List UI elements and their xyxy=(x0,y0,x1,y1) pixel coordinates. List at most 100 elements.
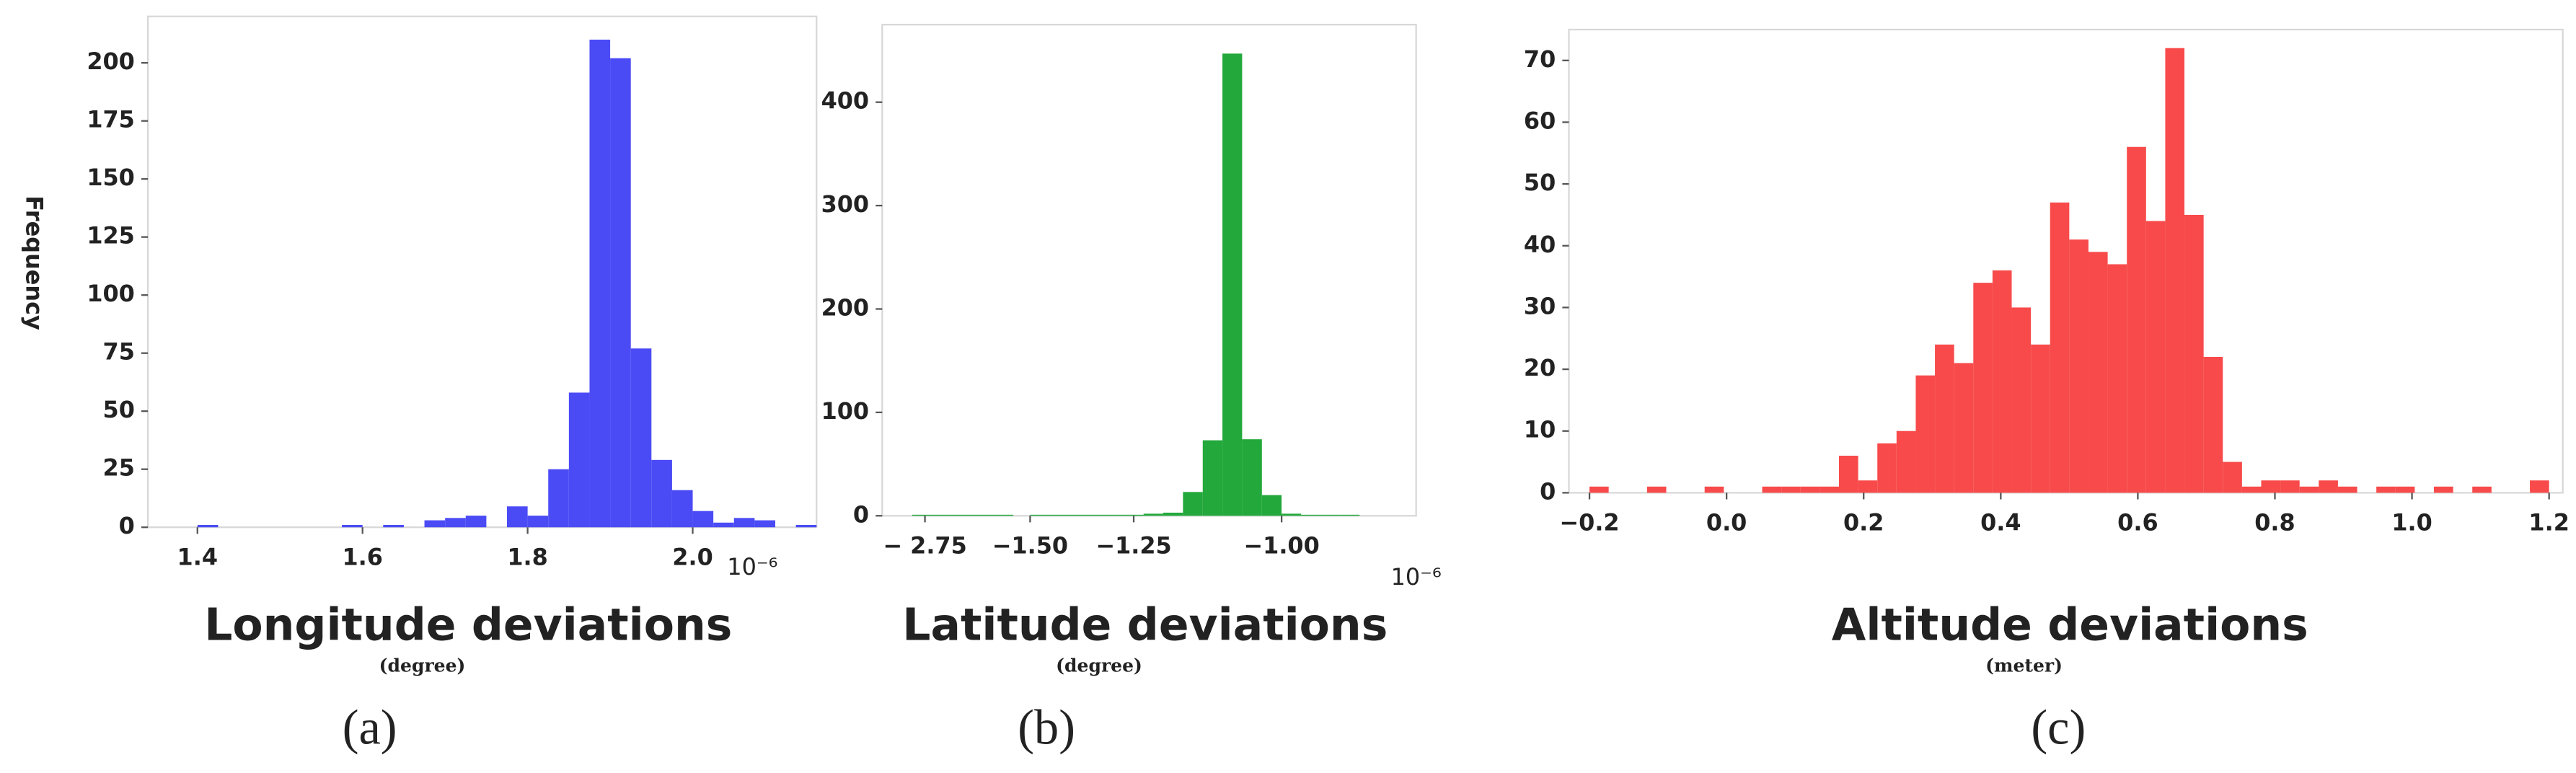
x-tick-label: −1.25 xyxy=(1095,532,1171,560)
bar xyxy=(2011,307,2032,493)
y-tick-label: 0 xyxy=(119,512,135,539)
y-tick-label: 150 xyxy=(87,164,135,191)
bar xyxy=(1222,53,1243,516)
bar xyxy=(1242,439,1262,516)
bar xyxy=(2223,461,2242,493)
x-axis-label: Latitude deviations xyxy=(902,598,1388,650)
bar xyxy=(383,524,404,528)
bar xyxy=(2145,221,2166,493)
x-tick-label: −1.50 xyxy=(992,532,1068,560)
bar xyxy=(1646,486,1667,493)
bar xyxy=(1163,512,1183,516)
y-tick-label: 200 xyxy=(87,48,135,75)
bar xyxy=(548,469,569,528)
bar xyxy=(733,518,755,528)
y-tick-label: 200 xyxy=(821,293,870,321)
caption: (c) xyxy=(2031,700,2086,755)
bar xyxy=(2319,480,2338,493)
x-tick-label: 0.4 xyxy=(1980,509,2021,536)
unit-label: (degree) xyxy=(379,654,466,676)
plot-frame xyxy=(146,15,818,529)
bar xyxy=(2203,356,2223,493)
caption: (b) xyxy=(1018,700,1075,755)
bar xyxy=(1762,486,1782,493)
bar xyxy=(2069,239,2088,493)
bar xyxy=(1143,513,1164,516)
bar xyxy=(2165,48,2185,493)
bar xyxy=(692,511,714,528)
bar xyxy=(979,514,1014,516)
bar xyxy=(1915,375,1936,493)
y-tick-label: 100 xyxy=(87,280,135,307)
bar xyxy=(630,348,652,528)
y-tick-label: 25 xyxy=(103,454,135,482)
bar xyxy=(2031,344,2050,493)
bar xyxy=(2433,486,2453,493)
bar xyxy=(2107,264,2127,493)
bar xyxy=(1800,486,1820,493)
caption: (a) xyxy=(343,700,397,755)
bar xyxy=(713,522,734,528)
y-tick-label: 400 xyxy=(821,87,870,115)
x-tick-label: 1.4 xyxy=(177,544,218,571)
x-tick-label: 1.6 xyxy=(342,544,382,571)
x-tick-label: 1.2 xyxy=(2528,509,2569,536)
bar xyxy=(2184,214,2204,493)
x-tick-label: −1.00 xyxy=(1243,532,1319,560)
bar xyxy=(1819,486,1840,493)
y-tick-label: 30 xyxy=(1524,292,1556,319)
bar xyxy=(2050,202,2070,493)
bar xyxy=(2376,486,2396,493)
unit-label: (meter) xyxy=(1985,654,2063,676)
x-axis-label: Altitude deviations xyxy=(1832,598,2308,650)
bar xyxy=(589,39,611,528)
bar xyxy=(2088,252,2108,493)
bar xyxy=(2261,480,2281,493)
bar xyxy=(2530,480,2549,493)
x-tick-label: − 2.75 xyxy=(883,532,966,560)
bar xyxy=(671,490,693,528)
bar xyxy=(1183,492,1203,516)
y-tick-label: 50 xyxy=(1524,169,1556,196)
bar xyxy=(912,514,946,516)
y-tick-label: 125 xyxy=(87,222,135,249)
bar xyxy=(610,58,631,528)
y-tick-label: 175 xyxy=(87,106,135,133)
bar xyxy=(1954,363,1974,493)
bar xyxy=(507,506,528,528)
bar xyxy=(945,514,980,516)
bar xyxy=(1030,514,1113,516)
offset-label: 10⁻⁶ xyxy=(727,553,777,580)
bar xyxy=(2472,486,2492,493)
y-tick-label: 40 xyxy=(1524,231,1556,258)
x-tick-label: 1.8 xyxy=(507,544,547,571)
y-tick-label: 75 xyxy=(103,338,135,366)
unit-label: (degree) xyxy=(1056,654,1142,676)
y-tick-label: 10 xyxy=(1524,416,1556,443)
bar xyxy=(1113,514,1127,516)
x-tick-label: −0.2 xyxy=(1559,509,1619,536)
plot-frame xyxy=(881,24,1417,517)
bar xyxy=(1126,514,1144,516)
y-tick-label: 100 xyxy=(821,397,870,425)
bar xyxy=(1202,440,1223,516)
offset-label: 10⁻⁶ xyxy=(1391,563,1442,591)
bar xyxy=(1340,514,1360,516)
y-tick-label: 0 xyxy=(853,500,869,528)
bar xyxy=(1589,486,1609,493)
bar xyxy=(2395,486,2415,493)
x-tick-label: 0.0 xyxy=(1706,509,1747,536)
bar xyxy=(2127,146,2146,493)
bar xyxy=(1935,344,1954,493)
y-tick-label: 50 xyxy=(103,396,135,423)
bar xyxy=(1781,486,1801,493)
bar xyxy=(651,459,672,528)
y-axis-label: Frequency xyxy=(21,195,48,330)
x-tick-label: 0.8 xyxy=(2254,509,2295,536)
y-tick-label: 60 xyxy=(1524,107,1556,134)
bar xyxy=(568,392,590,528)
bar xyxy=(2280,480,2300,493)
bar xyxy=(2241,486,2262,493)
bar xyxy=(1301,514,1321,516)
